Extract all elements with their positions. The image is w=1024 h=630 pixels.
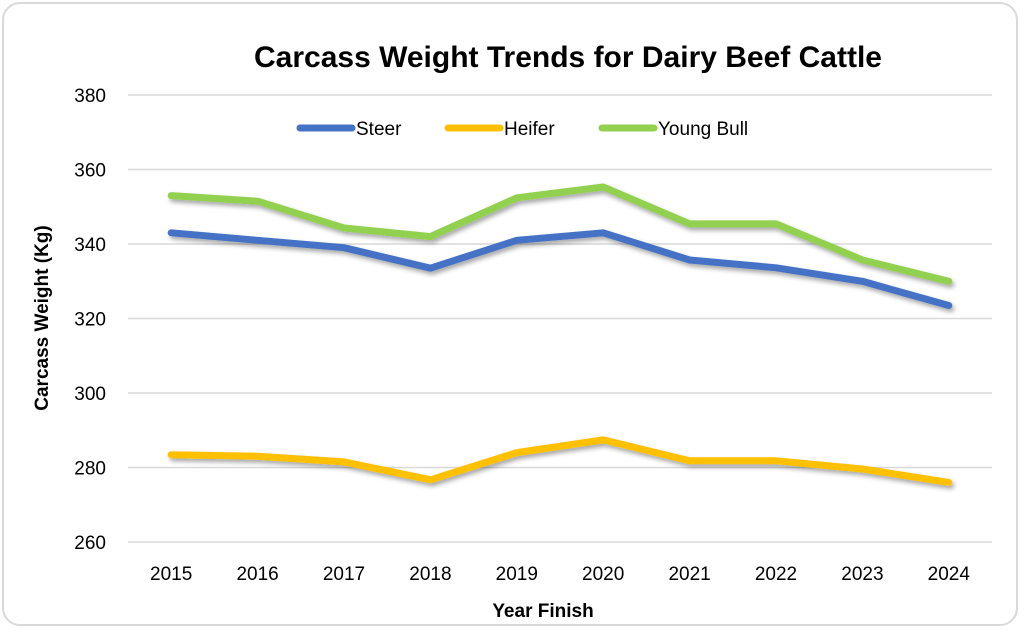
x-tick-label: 2017 — [323, 564, 365, 585]
series-line-steer — [167, 229, 953, 309]
gridlines — [128, 94, 992, 543]
legend: Steer Heifer Young Bull — [296, 119, 748, 140]
legend-label: Steer — [356, 119, 402, 140]
y-tick-label: 360 — [74, 161, 106, 182]
y-tick-label: 280 — [74, 459, 106, 480]
y-tick-label: 340 — [74, 235, 106, 256]
y-axis-ticks: 260 280 300 320 340 360 380 — [74, 86, 106, 554]
x-tick-label: 2022 — [755, 564, 797, 585]
y-tick-label: 380 — [74, 86, 106, 107]
legend-item-young-bull: Young Bull — [598, 119, 748, 140]
x-tick-label: 2015 — [150, 564, 192, 585]
x-tick-label: 2021 — [668, 564, 710, 585]
series-line-young-bull — [167, 183, 953, 285]
x-tick-label: 2016 — [236, 564, 278, 585]
x-tick-label: 2024 — [928, 564, 971, 585]
chart-title: Carcass Weight Trends for Dairy Beef Cat… — [254, 41, 882, 74]
x-axis-title: Year Finish — [492, 601, 593, 622]
series-lines — [167, 183, 953, 486]
x-axis-ticks: 2015 2016 2017 2018 2019 2020 2021 2022 2023 2024 — [150, 564, 970, 585]
series-line-heifer — [167, 436, 953, 486]
y-axis-title: Carcass Weight (Kg) — [32, 225, 53, 410]
y-tick-label: 300 — [74, 384, 106, 405]
y-tick-label: 260 — [74, 533, 106, 554]
x-tick-label: 2019 — [496, 564, 538, 585]
legend-label: Heifer — [504, 119, 555, 140]
legend-label: Young Bull — [658, 119, 748, 140]
legend-item-steer: Steer — [296, 119, 402, 140]
x-tick-label: 2020 — [582, 564, 624, 585]
y-tick-label: 320 — [74, 310, 106, 331]
legend-item-heifer: Heifer — [444, 119, 555, 140]
x-tick-label: 2018 — [409, 564, 451, 585]
x-tick-label: 2023 — [841, 564, 883, 585]
